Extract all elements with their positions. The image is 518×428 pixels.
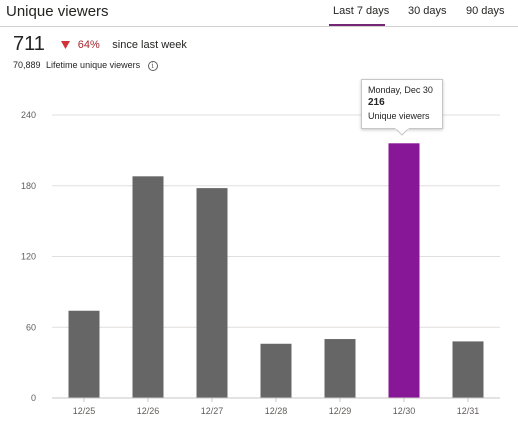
- x-tick-label: 12/28: [265, 406, 288, 416]
- bar[interactable]: [196, 188, 228, 398]
- tooltip-value: 216: [368, 97, 385, 108]
- bar[interactable]: [132, 176, 164, 398]
- bar-highlighted[interactable]: [388, 143, 420, 398]
- change-period-label: since last week: [112, 38, 187, 51]
- header-divider: [0, 26, 518, 27]
- y-tick-label: 60: [26, 322, 36, 332]
- x-tick-label: 12/27: [201, 406, 224, 416]
- bar-chart: 0 60 120 180 240 12/25 12/26 12/27 12/28 12/29 12/…: [21, 110, 500, 416]
- y-tick-label: 240: [21, 110, 36, 120]
- x-tick-label: 12/25: [73, 406, 96, 416]
- x-tick-label: 12/26: [137, 406, 160, 416]
- y-tick-label: 0: [31, 393, 36, 403]
- tooltip-label: Unique viewers: [368, 111, 430, 121]
- active-tab-indicator: [329, 24, 385, 26]
- lifetime-viewers-label: Lifetime unique viewers: [46, 60, 141, 70]
- tooltip-date: Monday, Dec 30: [368, 85, 433, 95]
- bar[interactable]: [260, 343, 292, 398]
- tab-90-days[interactable]: 90 days: [466, 5, 505, 17]
- info-icon[interactable]: i: [147, 60, 158, 71]
- lifetime-viewers-value: 70,889: [13, 60, 41, 70]
- chart-tooltip: Monday, Dec 30 216 Unique viewers: [361, 79, 443, 129]
- unique-viewers-count: 711: [13, 33, 45, 55]
- change-percentage: 64%: [77, 38, 100, 51]
- tooltip-pointer: [395, 128, 409, 136]
- y-tick-label: 120: [21, 252, 36, 262]
- y-tick-label: 180: [21, 181, 36, 191]
- x-tick-label: 12/29: [329, 406, 352, 416]
- down-arrow-icon: [61, 41, 71, 49]
- card-header: Unique viewers Last 7 days 30 days 90 da…: [0, 0, 518, 26]
- tab-30-days[interactable]: 30 days: [408, 5, 447, 17]
- tab-last-7-days[interactable]: Last 7 days: [333, 5, 390, 17]
- card-title: Unique viewers: [6, 3, 109, 20]
- x-tick-label: 12/30: [393, 406, 416, 416]
- summary-metric: 711 64% since last week: [13, 33, 187, 57]
- lifetime-viewers: 70,889 Lifetime unique viewers i: [13, 60, 158, 71]
- bar[interactable]: [324, 339, 356, 398]
- bar[interactable]: [452, 341, 484, 398]
- x-tick-label: 12/31: [457, 406, 480, 416]
- bar[interactable]: [68, 310, 100, 398]
